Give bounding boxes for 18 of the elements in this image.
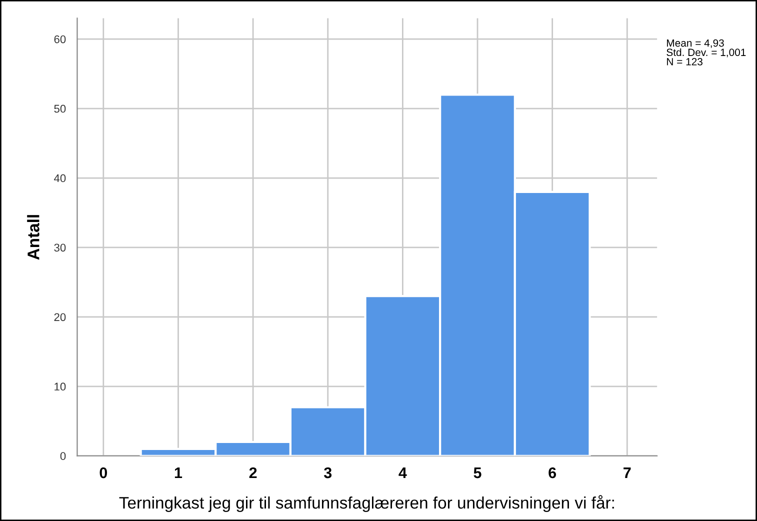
text: Mean = 4,93 Std. Dev. = 1,001 N = 123 — [666, 39, 746, 66]
x-tick-label: 0 — [100, 467, 108, 478]
y-tick-label: 20 — [54, 313, 66, 322]
y-tick-label: 50 — [54, 104, 66, 113]
y-tick-label: 40 — [54, 174, 66, 182]
x-axis-title: Terningkast jeg gir til samfunnsfaglæreren for undervisningen vi får: — [119, 495, 614, 512]
y-axis-title: Antall — [27, 215, 40, 260]
y-tick-label: 10 — [54, 382, 66, 391]
x-tick-label: 6 — [548, 467, 556, 478]
x-tick-label: 1 — [174, 468, 182, 478]
x-tick-label: 5 — [474, 468, 482, 478]
x-tick-label: 4 — [398, 468, 407, 478]
y-tick-label: 0 — [60, 452, 66, 460]
x-tick-label: 2 — [249, 467, 257, 478]
x-tick-label: 3 — [324, 467, 332, 478]
y-tick-label: 30 — [54, 244, 66, 252]
y-tick-label: 60 — [54, 35, 66, 44]
x-tick-label: 7 — [624, 468, 631, 478]
